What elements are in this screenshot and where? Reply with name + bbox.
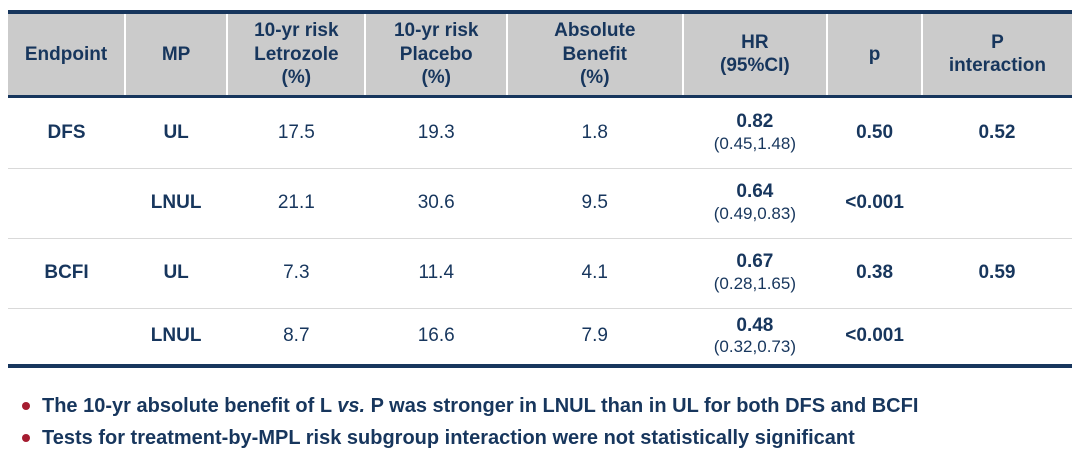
bullet-item: The 10-yr absolute benefit of L vs. P wa… xyxy=(22,392,1062,420)
cell-p-interaction xyxy=(922,308,1072,366)
takeaway-bullets: The 10-yr absolute benefit of L vs. P wa… xyxy=(22,392,1062,456)
cell-p-interaction: 0.52 xyxy=(978,121,1016,143)
header-cell-letrozole-risk: 10-yr risk Letrozole (%) xyxy=(226,12,366,98)
hr-value: 0.64 xyxy=(736,181,774,203)
table-row: BCFI UL 7.3 11.4 4.1 0.67 (0.28,1.65) 0.… xyxy=(8,238,1072,308)
bullet-dot-icon xyxy=(22,434,30,442)
bullet-text: Tests for treatment-by-MPL risk subgroup… xyxy=(42,427,855,449)
cell-hr: 0.82 (0.45,1.48) xyxy=(683,96,828,168)
cell-endpoint xyxy=(8,168,125,238)
cell-endpoint xyxy=(8,308,125,366)
hr-value: 0.48 xyxy=(736,314,774,336)
cell-p-interaction: 0.59 xyxy=(978,262,1016,283)
table-row: LNUL 8.7 16.6 7.9 0.48 (0.32,0.73) <0.00… xyxy=(8,308,1072,366)
cell-placebo-risk: 11.4 xyxy=(418,262,455,283)
cell-letrozole-risk: 7.3 xyxy=(283,262,310,283)
ci-value: (0.32,0.73) xyxy=(713,337,796,357)
cell-letrozole-risk: 8.7 xyxy=(283,325,310,347)
cell-absolute-benefit: 4.1 xyxy=(581,262,608,283)
bullet-item: Tests for treatment-by-MPL risk subgroup… xyxy=(22,424,1062,452)
hr-value: 0.67 xyxy=(736,251,774,273)
cell-p: <0.001 xyxy=(845,192,904,213)
cell-mp: LNUL xyxy=(150,325,202,347)
table-row: DFS UL 17.5 19.3 1.8 0.82 (0.45,1.48) 0.… xyxy=(8,96,1072,168)
header-cell-p: p xyxy=(826,12,922,98)
hr-value: 0.82 xyxy=(736,110,774,132)
cell-p: 0.50 xyxy=(856,121,894,143)
cell-p: <0.001 xyxy=(845,325,904,347)
cell-placebo-risk: 30.6 xyxy=(417,192,455,213)
header-cell-p-interaction: P interaction xyxy=(920,12,1072,98)
header-cell-endpoint: Endpoint xyxy=(8,12,126,98)
table-row: LNUL 21.1 30.6 9.5 0.64 (0.49,0.83) <0.0… xyxy=(8,168,1072,238)
cell-hr: 0.67 (0.28,1.65) xyxy=(683,238,828,308)
cell-absolute-benefit: 7.9 xyxy=(581,325,608,347)
cell-p-interaction xyxy=(922,168,1072,238)
ci-value: (0.49,0.83) xyxy=(713,204,796,224)
cell-absolute-benefit: 1.8 xyxy=(581,121,608,143)
bullet-dot-icon xyxy=(22,402,30,410)
cell-mp: UL xyxy=(163,121,189,143)
cell-p: 0.38 xyxy=(856,262,894,283)
header-cell-mp: MP xyxy=(124,12,228,98)
cell-placebo-risk: 19.3 xyxy=(417,121,455,143)
header-cell-placebo-risk: 10-yr risk Placebo (%) xyxy=(364,12,507,98)
cell-mp: UL xyxy=(163,262,189,283)
cell-endpoint: DFS xyxy=(47,121,86,143)
cell-letrozole-risk: 17.5 xyxy=(277,121,315,143)
header-row: Endpoint MP 10-yr risk Letrozole (%) 10-… xyxy=(8,12,1072,98)
cell-mp: LNUL xyxy=(150,192,202,213)
ci-value: (0.28,1.65) xyxy=(713,274,796,294)
header-cell-hr: HR (95%CI) xyxy=(681,12,828,98)
cell-endpoint: BCFI xyxy=(44,262,89,283)
cell-hr: 0.48 (0.32,0.73) xyxy=(683,308,828,366)
results-table: Endpoint MP 10-yr risk Letrozole (%) 10-… xyxy=(8,10,1072,368)
header-cell-absolute-benefit: Absolute Benefit (%) xyxy=(505,12,683,98)
bullet-text: The 10-yr absolute benefit of L vs. P wa… xyxy=(42,395,919,417)
cell-hr: 0.64 (0.49,0.83) xyxy=(683,168,828,238)
cell-absolute-benefit: 9.5 xyxy=(581,192,608,213)
ci-value: (0.45,1.48) xyxy=(713,133,796,153)
cell-letrozole-risk: 21.1 xyxy=(277,192,315,213)
cell-placebo-risk: 16.6 xyxy=(417,325,455,347)
